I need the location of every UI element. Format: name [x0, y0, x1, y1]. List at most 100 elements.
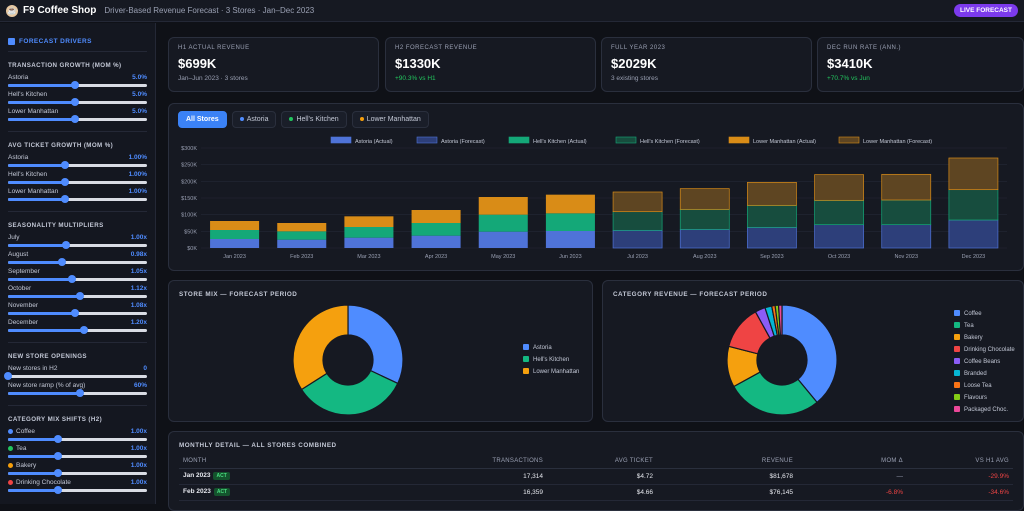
category-revenue-title: CATEGORY REVENUE — FORECAST PERIOD — [613, 291, 768, 298]
slider-handle[interactable] — [70, 98, 79, 106]
slider-label-text: November — [8, 302, 38, 309]
slider-fill — [8, 489, 59, 492]
slider-handle[interactable] — [70, 309, 79, 317]
slider-label: Bakery — [8, 462, 36, 469]
column-header[interactable]: TRANSACTIONS — [403, 454, 543, 469]
bar-segment — [881, 199, 932, 226]
slider-fill — [8, 261, 63, 264]
legend-swatch — [954, 346, 960, 352]
bar-segment — [814, 224, 864, 249]
slider-track[interactable] — [8, 452, 147, 460]
slider-track[interactable] — [8, 275, 147, 283]
slider-value: 1.00x — [130, 445, 147, 452]
slider-value: 1.20x — [130, 319, 147, 326]
slider-handle[interactable] — [60, 195, 69, 203]
slider-track[interactable] — [8, 161, 147, 169]
bar-segment — [277, 223, 327, 232]
sidebar-section-title: TRANSACTION GROWTH (MOM %) — [8, 62, 122, 69]
slider-label: Hell's Kitchen — [8, 91, 47, 98]
legend-label: Loose Tea — [964, 383, 992, 389]
column-header[interactable]: MONTH — [179, 454, 403, 469]
monthly-detail-table: MONTH TRANSACTIONS AVG TICKET REVENUE MO… — [179, 454, 1013, 501]
slider-fill — [8, 312, 75, 315]
slider-handle[interactable] — [4, 372, 12, 380]
slider-track[interactable] — [8, 195, 147, 203]
column-header[interactable]: AVG TICKET — [543, 454, 653, 469]
slider-label-text: Tea — [16, 445, 27, 452]
slider-track[interactable] — [8, 326, 147, 334]
x-tick-label: Apr 2023 — [425, 254, 447, 260]
table-row: Feb 2023 ACT 16,359 $4.66 $76,145 -6.8% -… — [179, 484, 1013, 501]
slider-handle[interactable] — [80, 326, 89, 334]
slider-label-text: December — [8, 319, 38, 326]
slider-handle[interactable] — [62, 241, 71, 249]
slider-row: Lower Manhattan 5.0% — [8, 108, 147, 125]
slider-track[interactable] — [8, 81, 147, 89]
slider-track[interactable] — [8, 98, 147, 106]
tab-hells-kitchen[interactable]: Hell's Kitchen — [281, 111, 347, 128]
y-tick-label: $300K — [181, 146, 197, 152]
slider-handle[interactable] — [54, 486, 63, 494]
slider-handle[interactable] — [54, 435, 63, 443]
slider-track[interactable] — [8, 178, 147, 186]
slider-handle[interactable] — [76, 292, 85, 300]
table-row: Jan 2023 ACT 17,314 $4.72 $81,678 — -29.9… — [179, 468, 1013, 485]
slider-track[interactable] — [8, 389, 147, 397]
slider-handle[interactable] — [54, 469, 63, 477]
kpi-label: H2 FORECAST REVENUE — [395, 45, 478, 51]
slider-track[interactable] — [4, 372, 147, 380]
tab-all-stores[interactable]: All Stores — [178, 111, 227, 128]
slider-value: 1.00x — [130, 479, 147, 486]
slider-track[interactable] — [8, 486, 147, 494]
slider-track[interactable] — [8, 241, 147, 249]
sidebar: FORECAST DRIVERS TRANSACTION GROWTH (MOM… — [0, 23, 156, 504]
slider-fill — [8, 472, 59, 475]
kpi-value: $699K — [178, 56, 217, 71]
slider-track[interactable] — [8, 435, 147, 443]
tab-label: Lower Manhattan — [366, 116, 421, 123]
slider-value: 1.00% — [128, 188, 147, 195]
sidebar-section-title: AVG TICKET GROWTH (MOM %) — [8, 142, 114, 149]
bar-segment — [478, 214, 528, 232]
section-divider — [8, 342, 147, 343]
legend-label: Hell's Kitchen (Actual) — [533, 139, 587, 145]
column-header[interactable]: MOM Δ — [793, 454, 903, 469]
slider-row: Drinking Chocolate 1.00x — [8, 479, 147, 496]
slider-row: Bakery 1.00x — [8, 462, 147, 479]
revenue-cell: $76,145 — [653, 484, 793, 501]
slider-handle[interactable] — [58, 258, 67, 266]
legend-swatch — [954, 394, 960, 400]
donut-slice — [777, 304, 783, 336]
slider-label: Astoria — [8, 74, 28, 81]
kpi-card-dec-run-rate: DEC RUN RATE (ANN.) $3410K +70.7% vs Jun — [817, 37, 1024, 92]
tab-lower-manhattan[interactable]: Lower Manhattan — [351, 111, 429, 128]
slider-handle[interactable] — [60, 161, 69, 169]
slider-handle[interactable] — [76, 389, 85, 397]
slider-track[interactable] — [8, 115, 147, 123]
slider-track[interactable] — [8, 258, 147, 266]
bar-segment — [210, 239, 260, 248]
column-header[interactable]: REVENUE — [653, 454, 793, 469]
section-divider — [8, 51, 147, 52]
sidebar-heading-label: FORECAST DRIVERS — [19, 38, 92, 45]
slider-handle[interactable] — [54, 452, 63, 460]
slider-handle[interactable] — [60, 178, 69, 186]
slider-fill — [8, 455, 59, 458]
legend-label: Astoria (Forecast) — [441, 139, 485, 145]
hells-kitchen-dot-icon — [289, 117, 294, 122]
slider-row: September 1.05x — [8, 268, 147, 285]
vs-h1-cell: -29.9% — [903, 468, 1013, 485]
column-header[interactable]: VS H1 AVG — [903, 454, 1013, 469]
slider-handle[interactable] — [70, 81, 79, 89]
slider-handle[interactable] — [70, 115, 79, 123]
slider-value: 1.00% — [128, 171, 147, 178]
slider-track[interactable] — [8, 292, 147, 300]
slider-label: Lower Manhattan — [8, 108, 58, 115]
legend-swatch — [954, 310, 960, 316]
bar-segment — [814, 174, 864, 201]
kpi-value: $1330K — [395, 56, 441, 71]
slider-track[interactable] — [8, 309, 147, 317]
tab-astoria[interactable]: Astoria — [231, 111, 277, 128]
slider-handle[interactable] — [67, 275, 76, 283]
slider-track[interactable] — [8, 469, 147, 477]
